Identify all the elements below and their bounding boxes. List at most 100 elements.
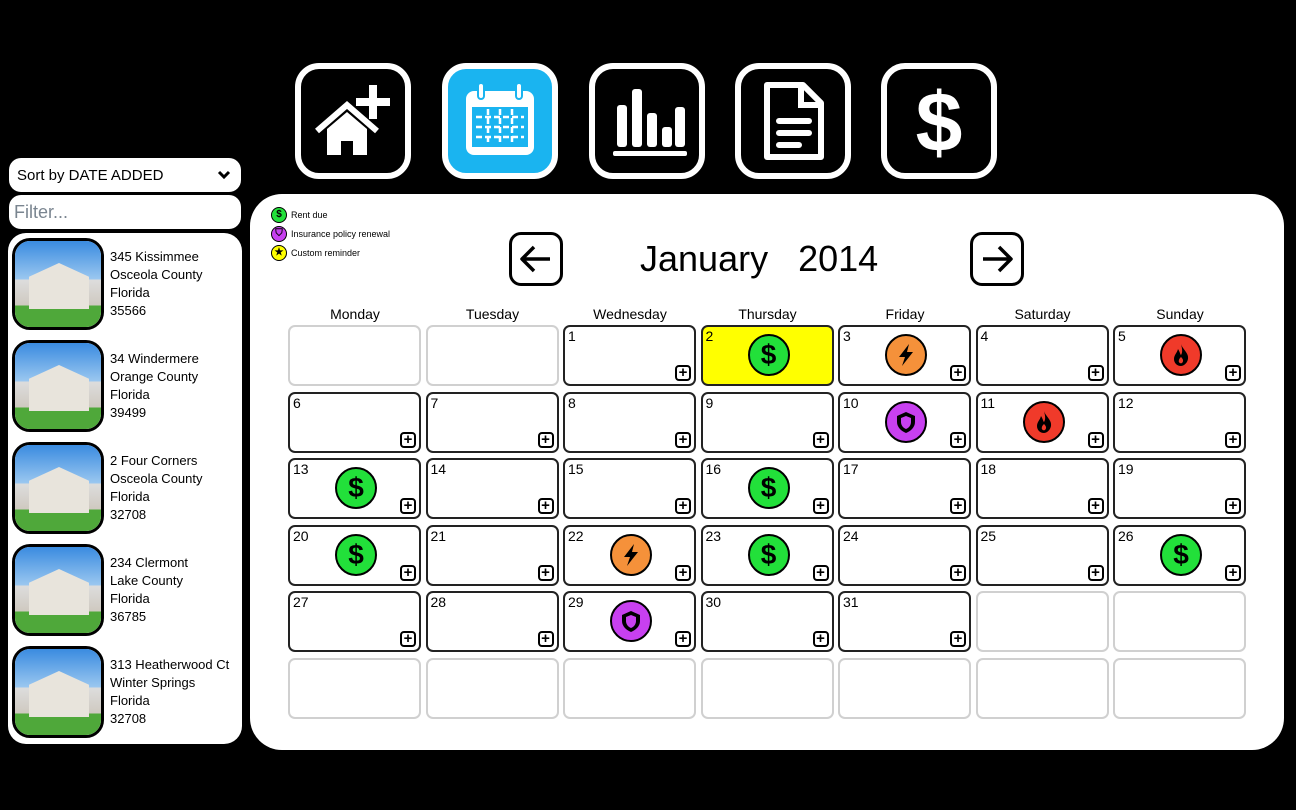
plus-icon: +	[678, 364, 688, 381]
add-property-button[interactable]	[295, 63, 411, 179]
day-cell-3[interactable]: 3 +	[838, 325, 971, 386]
event-rent[interactable]: $	[747, 533, 790, 576]
add-event-button[interactable]: +	[1225, 564, 1241, 581]
event-insurance[interactable]	[610, 600, 652, 642]
add-event-button[interactable]: +	[950, 431, 966, 448]
add-event-button[interactable]: +	[1087, 563, 1104, 581]
add-event-button[interactable]: +	[812, 631, 829, 647]
day-cell-6[interactable]: 6 +	[288, 391, 421, 453]
calendar-button[interactable]	[442, 63, 558, 179]
finance-button[interactable]: $	[881, 63, 997, 179]
add-event-button[interactable]: +	[1087, 498, 1104, 514]
add-event-button[interactable]: +	[537, 498, 554, 514]
dollar-icon: $	[348, 538, 364, 570]
add-event-button[interactable]: +	[950, 498, 966, 514]
day-cell-13[interactable]: 13 $ +	[288, 458, 421, 519]
day-cell-8[interactable]: 8 +	[563, 391, 696, 453]
day-cell-19[interactable]: 19 +	[1113, 458, 1246, 519]
add-event-button[interactable]: +	[400, 431, 416, 448]
next-month-button[interactable]	[970, 232, 1024, 286]
day-cell-1[interactable]: 1 +	[563, 325, 696, 386]
documents-button[interactable]	[735, 63, 851, 179]
event-electric[interactable]	[610, 533, 652, 576]
day-cell-30[interactable]: 30 +	[700, 591, 834, 652]
event-fire[interactable]	[1160, 334, 1202, 376]
event-rent[interactable]: $	[1160, 533, 1202, 576]
day-cell-10[interactable]: 10 +	[838, 391, 971, 453]
property-item[interactable]: 313 Heatherwood Ct Winter Springs Florid…	[12, 646, 242, 748]
day-cell-17[interactable]: 17 +	[838, 458, 971, 519]
previous-month-button[interactable]	[509, 232, 563, 286]
day-cell-16[interactable]: 16 $ +	[700, 458, 834, 519]
day-cell-28[interactable]: 28 +	[425, 591, 559, 652]
property-info: 2 Four Corners Osceola County Florida 32…	[104, 442, 203, 544]
event-rent[interactable]: $	[747, 334, 790, 376]
day-cell-23[interactable]: 23 $ +	[700, 524, 834, 586]
legend: $ Rent due ⛉ Insurance policy renewal ★ Custo…	[271, 205, 390, 262]
event-insurance[interactable]	[885, 400, 927, 443]
day-cell-9[interactable]: 9 +	[700, 391, 834, 453]
property-item[interactable]: 345 Kissimmee Osceola County Florida 355…	[12, 238, 242, 340]
filter-input[interactable]	[9, 195, 241, 229]
plus-icon: +	[1228, 364, 1238, 381]
day-cell-14[interactable]: 14 +	[425, 458, 559, 519]
empty-day-cell	[425, 325, 559, 386]
day-cell-22[interactable]: 22 +	[563, 524, 696, 586]
event-electric[interactable]	[885, 334, 927, 376]
add-event-button[interactable]: +	[950, 365, 966, 381]
add-event-button[interactable]: +	[400, 564, 416, 581]
day-cell-25[interactable]: 25 +	[975, 524, 1109, 586]
add-event-button[interactable]: +	[537, 631, 554, 647]
add-event-button[interactable]: +	[675, 431, 691, 448]
day-cell-4[interactable]: 4 +	[975, 325, 1109, 386]
property-list[interactable]: 345 Kissimmee Osceola County Florida 355…	[8, 233, 242, 744]
add-event-button[interactable]: +	[1225, 431, 1241, 448]
event-rent[interactable]: $	[335, 533, 377, 576]
day-cell-21[interactable]: 21 +	[425, 524, 559, 586]
add-event-button[interactable]: +	[675, 631, 691, 647]
day-cell-27[interactable]: 27 +	[288, 591, 421, 652]
add-event-button[interactable]: +	[675, 498, 691, 514]
add-event-button[interactable]: +	[950, 564, 966, 581]
add-event-button[interactable]: +	[1087, 431, 1104, 448]
add-event-button[interactable]: +	[1087, 365, 1104, 381]
property-item[interactable]: 234 Clermont Lake County Florida 36785	[12, 544, 242, 646]
day-cell-2[interactable]: 2 $	[700, 325, 834, 386]
day-cell-29[interactable]: 29 +	[563, 591, 696, 652]
day-cell-31[interactable]: 31 +	[838, 591, 971, 652]
day-cell-12[interactable]: 12 +	[1113, 391, 1246, 453]
add-event-button[interactable]: +	[812, 498, 829, 514]
day-cell-11[interactable]: 11 +	[975, 391, 1109, 453]
shield-icon: ⛉	[271, 225, 287, 242]
plus-icon: +	[1091, 563, 1100, 581]
event-rent[interactable]: $	[747, 467, 790, 509]
day-cell-20[interactable]: 20 $ +	[288, 524, 421, 586]
day-cell-18[interactable]: 18 +	[975, 458, 1109, 519]
property-zip: 35566	[110, 303, 147, 318]
add-event-button[interactable]: +	[537, 564, 554, 581]
property-zip: 39499	[110, 405, 147, 420]
day-cell-15[interactable]: 15 +	[563, 458, 696, 519]
add-event-button[interactable]: +	[1225, 498, 1241, 514]
day-cell-5[interactable]: 5 +	[1113, 325, 1246, 386]
add-event-button[interactable]: +	[400, 631, 416, 647]
reports-button[interactable]	[589, 63, 705, 179]
add-event-button[interactable]: +	[1225, 365, 1241, 381]
add-event-button[interactable]: +	[675, 365, 691, 381]
property-item[interactable]: 2 Four Corners Osceola County Florida 32…	[12, 442, 242, 544]
add-event-button[interactable]: +	[675, 564, 691, 581]
property-item[interactable]: 34 Windermere Orange County Florida 3949…	[12, 340, 242, 442]
day-cell-24[interactable]: 24 +	[838, 524, 971, 586]
add-event-button[interactable]: +	[812, 431, 829, 448]
day-cell-26[interactable]: 26 $ +	[1113, 524, 1246, 586]
event-rent[interactable]: $	[335, 467, 377, 509]
day-number: 18	[980, 461, 997, 477]
dollar-icon: $	[760, 472, 777, 503]
sort-dropdown[interactable]: Sort by DATE ADDED	[9, 158, 241, 192]
add-event-button[interactable]: +	[812, 564, 829, 581]
add-event-button[interactable]: +	[950, 631, 966, 647]
event-fire[interactable]	[1022, 400, 1065, 443]
day-cell-7[interactable]: 7 +	[425, 391, 559, 453]
add-event-button[interactable]: +	[400, 498, 416, 514]
add-event-button[interactable]: +	[537, 431, 554, 448]
